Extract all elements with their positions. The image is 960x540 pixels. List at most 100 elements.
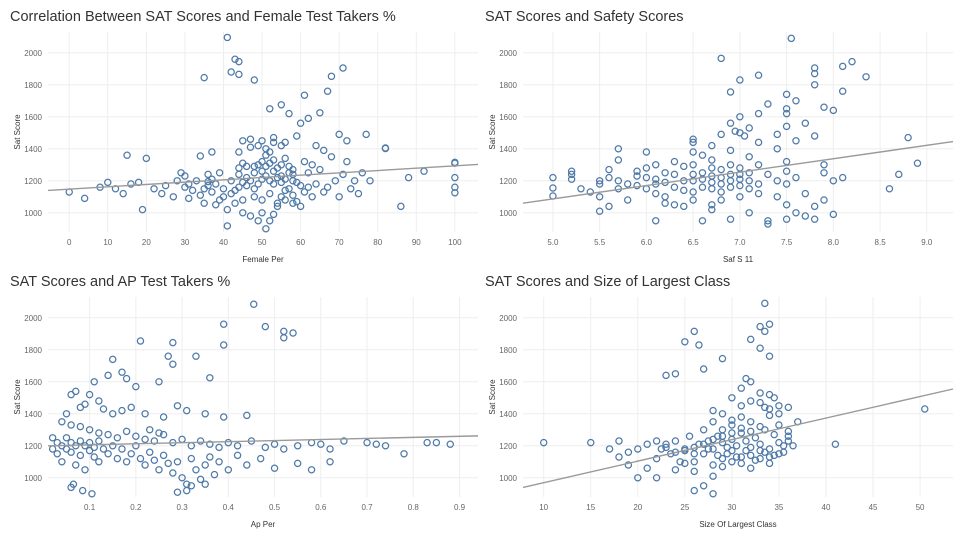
data-point[interactable] xyxy=(595,193,604,201)
data-point[interactable] xyxy=(104,371,112,380)
data-point[interactable] xyxy=(223,205,232,214)
data-point[interactable] xyxy=(726,183,735,191)
data-point[interactable] xyxy=(801,212,810,220)
data-point[interactable] xyxy=(624,461,633,469)
data-point[interactable] xyxy=(122,427,131,436)
data-point[interactable] xyxy=(586,188,595,196)
data-point[interactable] xyxy=(699,365,708,373)
data-point[interactable] xyxy=(258,167,266,175)
data-point[interactable] xyxy=(764,170,772,179)
data-point[interactable] xyxy=(615,453,623,461)
data-point[interactable] xyxy=(829,106,838,115)
data-point[interactable] xyxy=(215,443,223,452)
data-point[interactable] xyxy=(838,87,847,95)
data-point[interactable] xyxy=(155,378,163,386)
data-point[interactable] xyxy=(109,442,117,450)
data-point[interactable] xyxy=(300,91,309,99)
data-point[interactable] xyxy=(782,157,791,166)
data-point[interactable] xyxy=(782,105,791,113)
data-point[interactable] xyxy=(142,154,151,163)
data-point[interactable] xyxy=(718,354,727,363)
data-point[interactable] xyxy=(67,390,75,399)
data-point[interactable] xyxy=(614,145,623,153)
data-point[interactable] xyxy=(699,450,708,458)
data-point[interactable] xyxy=(756,440,764,448)
data-point[interactable] xyxy=(820,169,828,177)
data-point[interactable] xyxy=(820,196,828,204)
scatter-plot-female-per[interactable]: 0 10 20 30 40 50 60 70 80 90 100 1000 1200 1400 1600 18… xyxy=(0,0,480,270)
data-point[interactable] xyxy=(233,451,242,460)
data-point[interactable] xyxy=(109,355,117,364)
data-point[interactable] xyxy=(188,186,197,195)
data-point[interactable] xyxy=(372,440,381,448)
data-point[interactable] xyxy=(728,416,736,424)
data-point[interactable] xyxy=(652,189,660,198)
data-point[interactable] xyxy=(127,450,135,458)
data-point[interactable] xyxy=(754,138,763,147)
data-point[interactable] xyxy=(792,173,800,182)
data-point[interactable] xyxy=(343,157,351,166)
data-point[interactable] xyxy=(801,119,810,127)
data-point[interactable] xyxy=(746,335,755,344)
data-point[interactable] xyxy=(104,178,112,187)
data-point[interactable] xyxy=(300,157,309,166)
data-point[interactable] xyxy=(85,390,94,399)
data-point[interactable] xyxy=(689,135,697,143)
data-point[interactable] xyxy=(728,421,736,429)
data-point[interactable] xyxy=(261,443,270,452)
data-point[interactable] xyxy=(187,482,196,490)
data-point[interactable] xyxy=(80,194,89,203)
data-point[interactable] xyxy=(119,189,127,198)
data-point[interactable] xyxy=(239,159,247,167)
data-point[interactable] xyxy=(726,161,735,169)
data-point[interactable] xyxy=(676,458,684,466)
data-point[interactable] xyxy=(258,157,266,166)
data-point[interactable] xyxy=(420,167,428,175)
data-point[interactable] xyxy=(192,466,200,474)
data-point[interactable] xyxy=(192,352,200,360)
data-point[interactable] xyxy=(312,180,320,188)
data-point[interactable] xyxy=(689,161,697,169)
data-point[interactable] xyxy=(754,180,763,188)
data-point[interactable] xyxy=(820,161,828,169)
data-point[interactable] xyxy=(726,119,735,127)
data-point[interactable] xyxy=(296,119,305,127)
data-point[interactable] xyxy=(293,459,302,468)
data-point[interactable] xyxy=(159,413,168,421)
data-point[interactable] xyxy=(690,327,698,336)
data-point[interactable] xyxy=(782,122,791,131)
data-point[interactable] xyxy=(177,169,185,177)
data-point[interactable] xyxy=(689,138,697,147)
data-point[interactable] xyxy=(690,458,698,466)
data-point[interactable] xyxy=(277,161,286,169)
data-point[interactable] xyxy=(206,453,214,461)
data-point[interactable] xyxy=(764,217,772,225)
data-point[interactable] xyxy=(801,189,810,198)
data-point[interactable] xyxy=(280,327,288,336)
data-point[interactable] xyxy=(250,76,259,84)
data-point[interactable] xyxy=(718,410,727,418)
data-point[interactable] xyxy=(765,411,774,420)
data-point[interactable] xyxy=(671,437,680,445)
data-point[interactable] xyxy=(782,90,791,99)
data-point[interactable] xyxy=(118,445,126,453)
data-point[interactable] xyxy=(331,177,340,185)
data-point[interactable] xyxy=(381,442,390,450)
data-point[interactable] xyxy=(262,225,270,233)
data-point[interactable] xyxy=(243,411,251,420)
data-point[interactable] xyxy=(717,196,725,204)
data-point[interactable] xyxy=(308,161,316,169)
data-point[interactable] xyxy=(745,209,753,217)
data-point[interactable] xyxy=(150,456,159,464)
data-point[interactable] xyxy=(623,180,632,188)
data-point[interactable] xyxy=(159,430,168,439)
data-point[interactable] xyxy=(196,152,205,160)
data-point[interactable] xyxy=(58,418,66,426)
data-point[interactable] xyxy=(754,189,763,198)
data-point[interactable] xyxy=(643,440,651,448)
data-point[interactable] xyxy=(690,450,698,458)
data-point[interactable] xyxy=(250,162,259,171)
data-point[interactable] xyxy=(204,170,212,179)
data-point[interactable] xyxy=(717,130,725,139)
data-point[interactable] xyxy=(761,327,769,336)
